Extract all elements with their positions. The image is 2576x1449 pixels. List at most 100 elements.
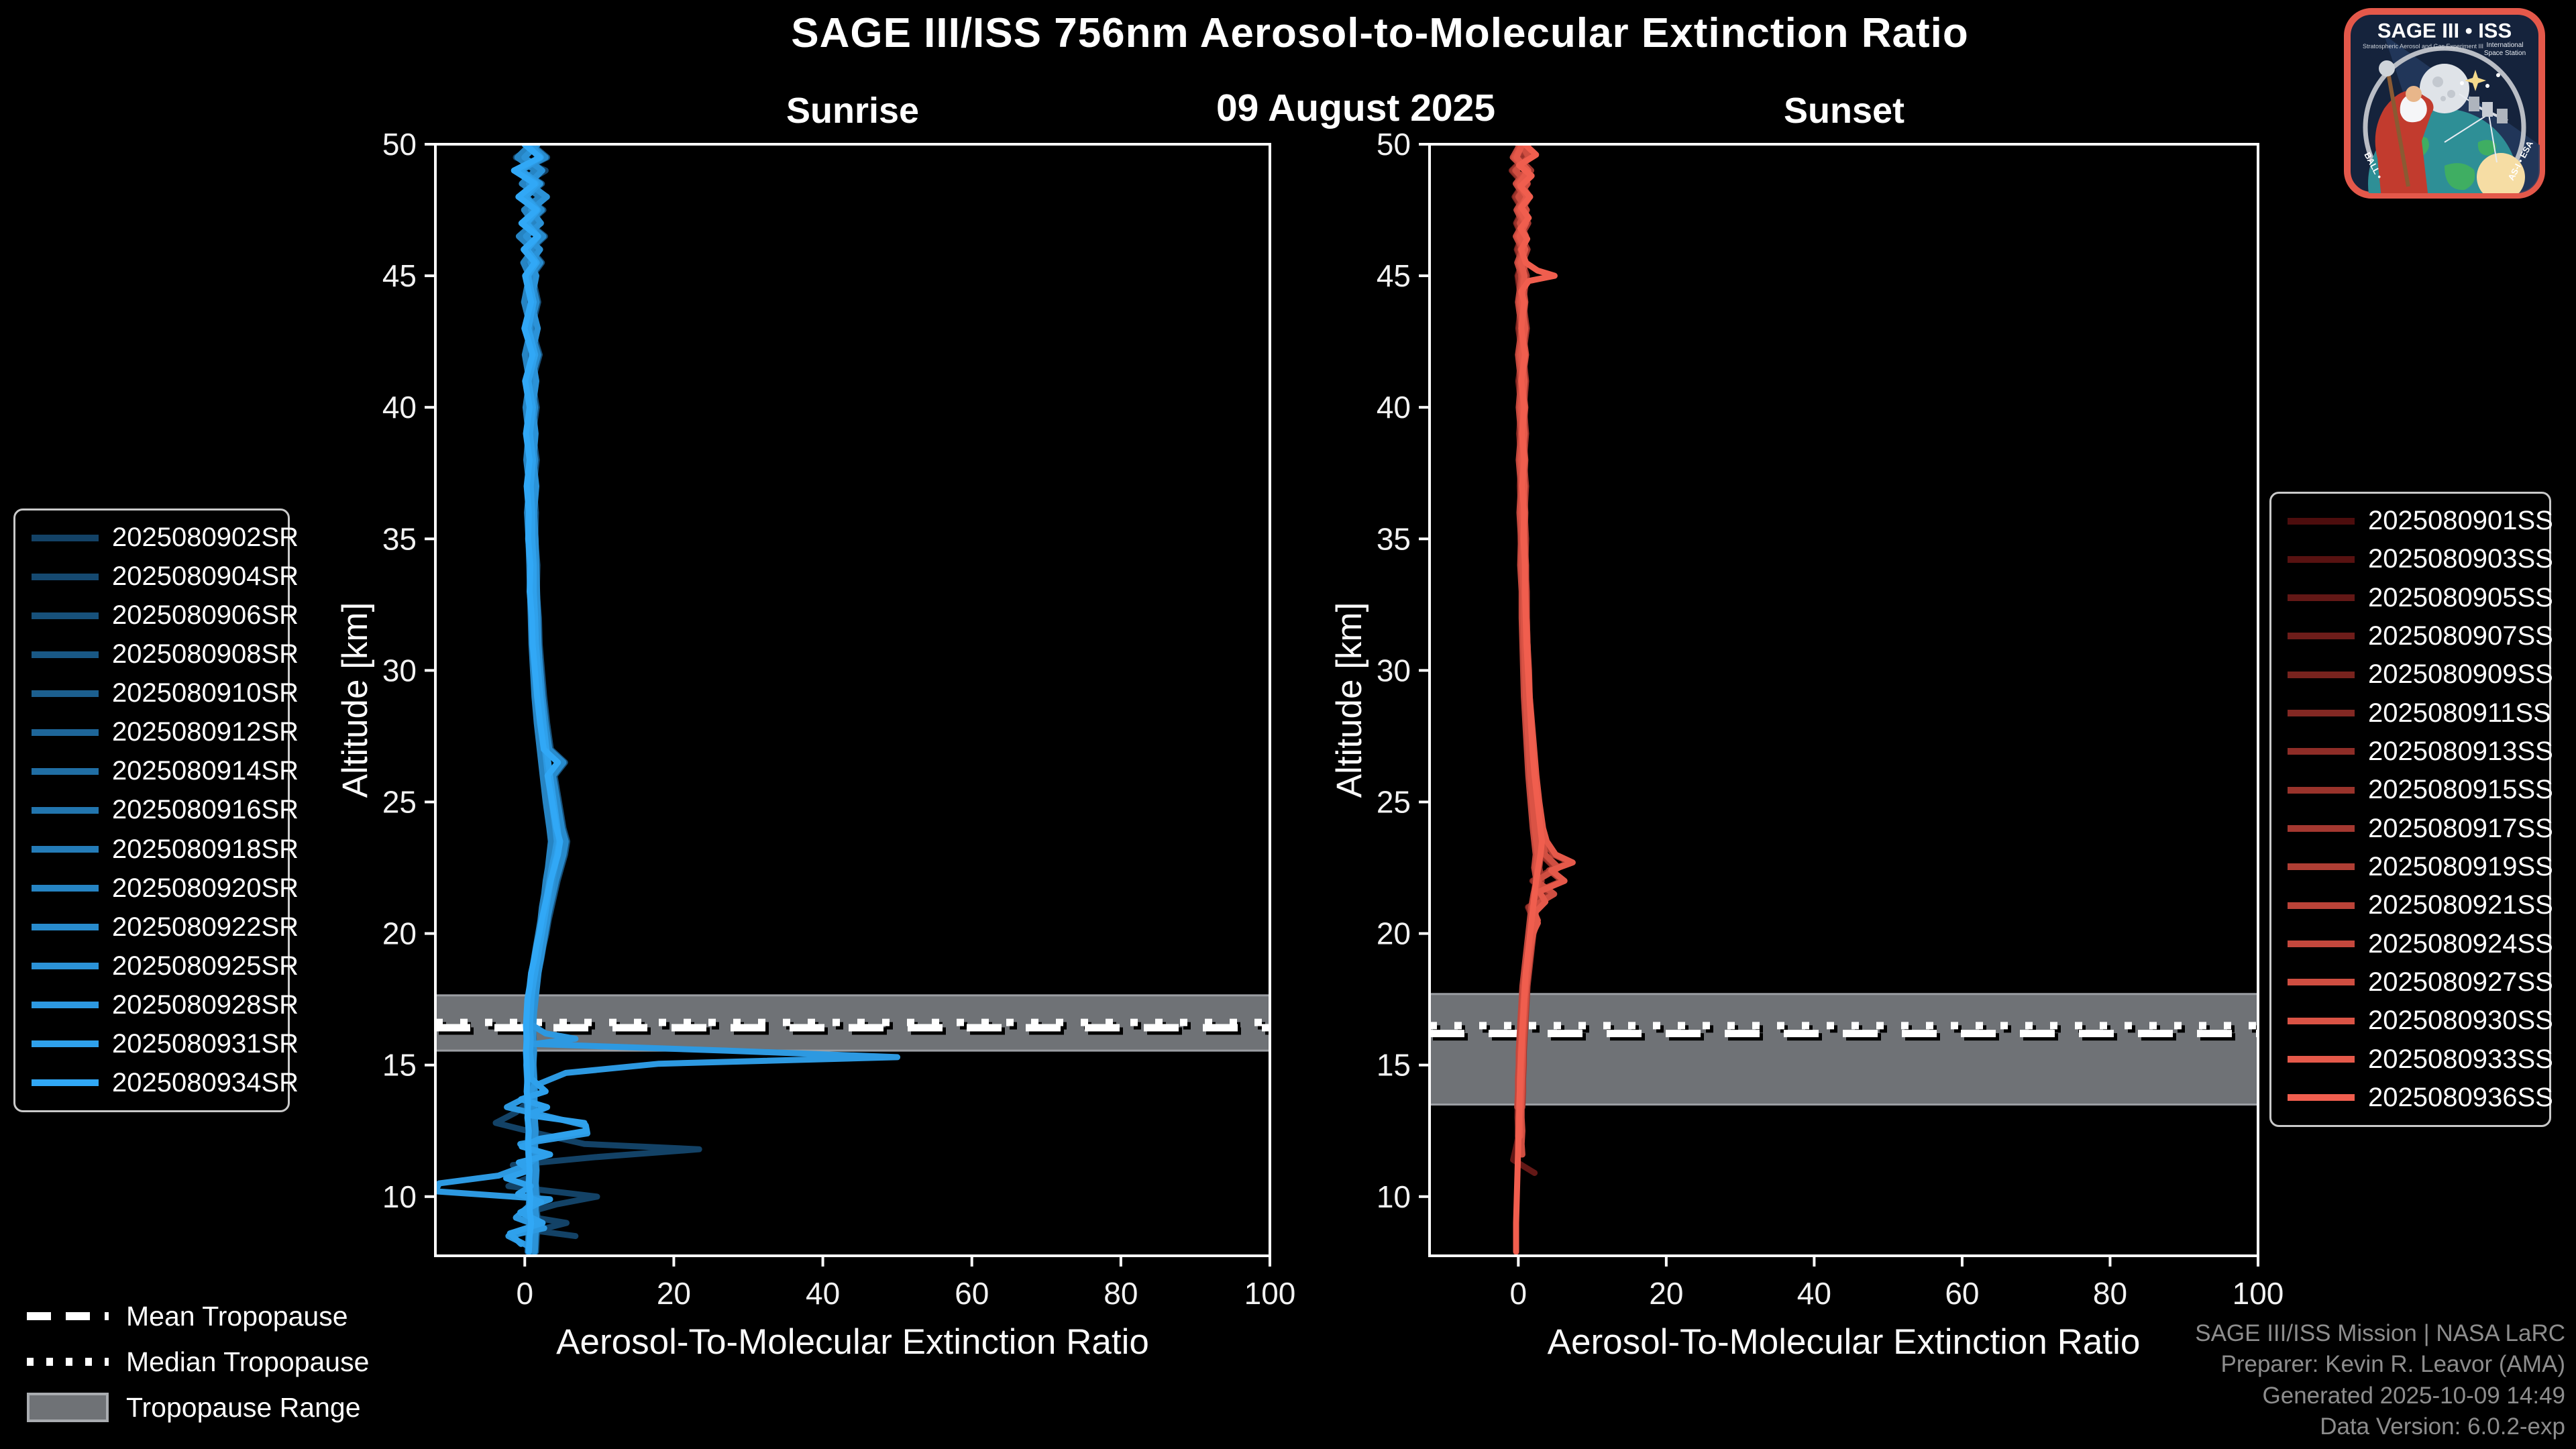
legend-line-swatch-icon [32,612,99,619]
iss-icon [2469,97,2508,123]
sunset-legend-item: 2025080915SS [2288,775,2553,805]
sunrise-legend-item: 2025080934SR [32,1068,299,1098]
sunset-legend-item: 2025080905SS [2288,583,2553,613]
sunset-legend-item: 2025080919SS [2288,852,2553,882]
tropopause-range-band [1430,994,2258,1105]
sunset-legend-item: 2025080901SS [2288,506,2553,536]
moon-crater [2432,76,2443,87]
legend-line-swatch-icon [2288,1056,2355,1063]
legend-item-label: 2025080924SS [2368,928,2553,959]
sunset-legend-item: 2025080927SS [2288,967,2553,998]
footer-attribution: SAGE III/ISS Mission | NASA LaRC Prepare… [2195,1318,2565,1442]
sunset-legend-item: 2025080911SS [2288,698,2551,729]
legend-item-label: 2025080918SR [112,834,299,864]
mean-tropopause-label: Mean Tropopause [126,1300,348,1332]
y-tick-label: 25 [1377,784,1411,819]
legend-line-swatch-icon [32,651,99,658]
legend-line-swatch-icon [2288,633,2355,640]
legend-item-label: 2025080905SS [2368,582,2553,612]
stars [2460,70,2500,91]
footer-generated: Generated 2025-10-09 14:49 [2262,1382,2565,1409]
legend-line-swatch-icon [2288,825,2355,833]
legend-line-swatch-icon [2288,594,2355,602]
legend-line-swatch-icon [32,1079,99,1087]
page-title: SAGE III/ISS 756nm Aerosol-to-Molecular … [791,10,1969,56]
x-tick-label: 80 [1104,1276,1138,1311]
sunrise-legend: 2025080902SR 2025080904SR 2025080906SR 2025… [13,508,299,1112]
x-tick-label: 60 [955,1276,989,1311]
y-tick-label: 35 [382,521,417,556]
axes-frame [1428,143,2259,1257]
legend-item-label: 2025080908SR [112,639,299,669]
legend-line-swatch-icon [2288,671,2355,678]
y-tick-label: 40 [1377,390,1411,425]
x-tick-label: 40 [1797,1276,1831,1311]
legend-line-swatch-icon [2288,517,2355,525]
legend-item-label: 2025080906SR [112,600,299,631]
y-tick-label: 15 [382,1048,417,1083]
median-tropopause-legend-item: Median Tropopause [27,1344,369,1379]
legend-line-swatch-icon [32,573,99,580]
y-axis-label: Altitude [km] [335,602,375,798]
y-tick-label: 40 [382,390,417,425]
legend-line-swatch-icon [32,806,99,814]
orbit-ring-icon [2363,46,2526,193]
legend-item-label: 2025080914SR [112,756,299,786]
sunset-legend-item: 2025080924SS [2288,929,2553,959]
legend-item-label: 2025080933SS [2368,1044,2553,1074]
sunrise-legend-item: 2025080918SR [32,835,299,865]
date-title: 09 August 2025 [1216,87,1496,129]
legend-item-label: 2025080921SS [2368,890,2553,920]
legend-item-label: 2025080912SR [112,717,299,747]
legend-line-swatch-icon [32,534,99,541]
x-axis-label: Aerosol-To-Molecular Extinction Ratio [1548,1322,2141,1362]
sunrise-legend-item: 2025080916SR [32,795,299,825]
tropopause-range-swatch-icon [27,1393,109,1422]
x-axis-label: Aerosol-To-Molecular Extinction Ratio [556,1322,1149,1362]
legend-item-label: 2025080902SR [112,523,299,552]
x-tick-label: 100 [1244,1276,1296,1311]
legend-item-label: 2025080901SS [2368,506,2553,535]
y-tick-label: 10 [382,1179,417,1214]
legend-line-swatch-icon [2288,1094,2355,1102]
legend-line-swatch-icon [32,924,99,931]
y-tick-label: 20 [382,916,417,951]
tropopause-range-label: Tropopause Range [126,1391,361,1423]
x-tick-label: 40 [806,1276,840,1311]
sage-figure [2375,60,2434,193]
sunrise-legend-item: 2025080925SR [32,951,299,981]
legend-item-label: 2025080934SR [112,1067,299,1097]
legend-item-label: 2025080913SS [2368,736,2553,766]
sunset-legend-item: 2025080903SS [2288,544,2553,574]
legend-item-label: 2025080910SR [112,678,299,708]
sunrise-legend-item: 2025080910SR [32,678,299,708]
legend-item-label: 2025080917SS [2368,813,2553,843]
legend-item-label: 2025080919SS [2368,851,2553,881]
legend-line-swatch-icon [32,729,99,736]
y-tick-label: 30 [1377,653,1411,688]
sunrise-legend-item: 2025080904SR [32,561,299,592]
footer-data-version: Data Version: 6.0.2-exp [2320,1413,2565,1440]
legend-item-label: 2025080927SS [2368,967,2553,997]
legend-line-swatch-icon [32,885,99,892]
footer-preparer: Preparer: Kevin R. Leavor (AMA) [2220,1351,2565,1378]
sunrise-legend-item: 2025080906SR [32,600,299,631]
y-tick-label: 35 [1377,521,1411,556]
legend-line-swatch-icon [2288,786,2355,794]
sunrise-legend-item: 2025080931SR [32,1029,299,1059]
moon-crater [2440,96,2446,101]
legend-line-swatch-icon [32,1002,99,1009]
legend-item-label: 2025080930SS [2368,1006,2553,1036]
legend-line-swatch-icon [2288,863,2355,871]
legend-item-label: 2025080904SR [112,561,299,592]
sunset-legend-item: 2025080933SS [2288,1044,2553,1075]
legend-line-swatch-icon [2288,902,2355,909]
y-tick-label: 45 [1377,258,1411,293]
mean-tropopause-dash-icon [27,1312,109,1320]
sunset-subtitle: Sunset [1783,91,1905,131]
legend-line-swatch-icon [32,1040,99,1048]
y-tick-label: 20 [1377,916,1411,951]
y-tick-label: 15 [1377,1048,1411,1083]
